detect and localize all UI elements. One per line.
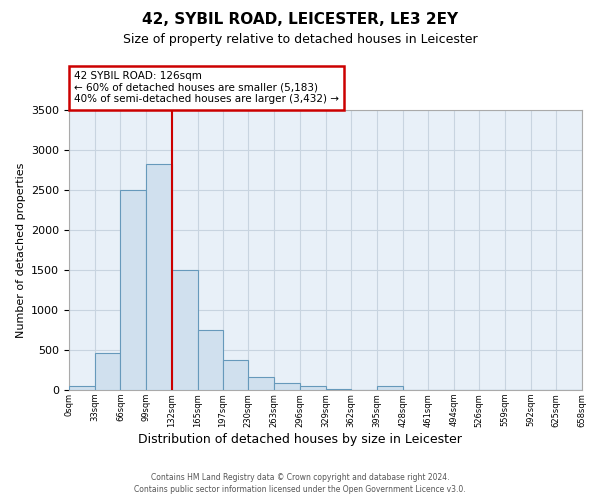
Bar — [300, 386, 325, 390]
Bar — [197, 330, 223, 390]
Bar — [172, 270, 197, 390]
Bar — [121, 190, 146, 390]
Text: Size of property relative to detached houses in Leicester: Size of property relative to detached ho… — [122, 32, 478, 46]
Bar — [69, 386, 95, 390]
Text: 42 SYBIL ROAD: 126sqm
← 60% of detached houses are smaller (5,183)
40% of semi-d: 42 SYBIL ROAD: 126sqm ← 60% of detached … — [74, 71, 339, 104]
Text: Contains public sector information licensed under the Open Government Licence v3: Contains public sector information licen… — [134, 485, 466, 494]
Bar — [146, 164, 172, 390]
Bar — [325, 389, 351, 390]
Bar — [95, 353, 121, 390]
Bar — [377, 386, 403, 390]
Bar — [223, 360, 248, 390]
Text: 42, SYBIL ROAD, LEICESTER, LE3 2EY: 42, SYBIL ROAD, LEICESTER, LE3 2EY — [142, 12, 458, 28]
Text: Contains HM Land Registry data © Crown copyright and database right 2024.: Contains HM Land Registry data © Crown c… — [151, 472, 449, 482]
Text: Distribution of detached houses by size in Leicester: Distribution of detached houses by size … — [138, 432, 462, 446]
Bar — [274, 383, 300, 390]
Y-axis label: Number of detached properties: Number of detached properties — [16, 162, 26, 338]
Bar — [248, 377, 274, 390]
